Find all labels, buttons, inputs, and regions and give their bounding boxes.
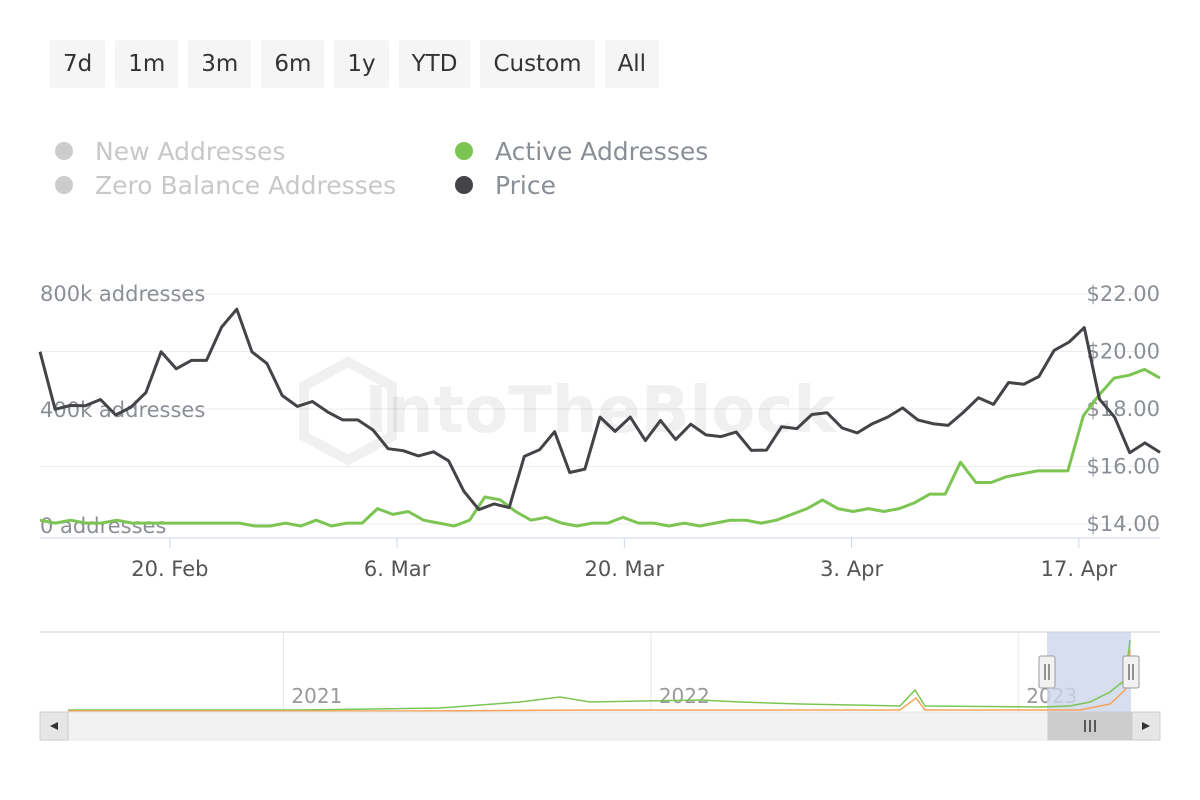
legend-item-zero-balance-addresses[interactable]: Zero Balance Addresses [55, 168, 396, 202]
range-button-ytd[interactable]: YTD [398, 40, 471, 88]
y-right-tick-label: $16.00 [1087, 455, 1160, 479]
navigator-year-label: 2021 [291, 684, 342, 708]
legend-item-new-addresses[interactable]: New Addresses [55, 134, 396, 168]
scrollbar-left-button[interactable] [39, 711, 69, 741]
range-button-custom[interactable]: Custom [480, 40, 595, 88]
range-button-6m[interactable]: 6m [261, 40, 325, 88]
legend-dot [455, 176, 473, 194]
navigator-line-active [68, 639, 1131, 711]
y-right-tick-label: $18.00 [1087, 397, 1160, 421]
legend-col-2: Active Addresses Price [455, 134, 708, 202]
legend-item-price[interactable]: Price [455, 168, 708, 202]
x-tick-label: 3. Apr [820, 557, 883, 581]
y-left-tick-label: 800k addresses [40, 282, 205, 306]
navigator-handle-right[interactable] [1122, 655, 1140, 689]
scrollbar-thumb[interactable] [1047, 711, 1133, 741]
legend-dot [55, 176, 73, 194]
navigator-selection[interactable] [1047, 632, 1131, 712]
watermark: IntoTheBlock [364, 374, 837, 448]
legend-item-active-addresses[interactable]: Active Addresses [455, 134, 708, 168]
y-right-tick-label: $20.00 [1087, 340, 1160, 364]
navigator-year-label: 2022 [659, 684, 710, 708]
arrow-left-icon [50, 722, 58, 730]
legend-label: Price [495, 170, 556, 200]
x-tick-label: 20. Mar [584, 557, 664, 581]
series-line-active-addresses [39, 367, 1161, 528]
x-tick-label: 6. Mar [364, 557, 431, 581]
legend-dot [455, 142, 473, 160]
legend-col-1: New Addresses Zero Balance Addresses [55, 134, 396, 202]
range-button-all[interactable]: All [604, 40, 660, 88]
y-right-tick-label: $22.00 [1087, 282, 1160, 306]
y-left-tick-label: 0 addresses [40, 514, 166, 538]
range-button-7d[interactable]: 7d [50, 40, 106, 88]
range-button-3m[interactable]: 3m [188, 40, 252, 88]
range-selector: 7d 1m 3m 6m 1y YTD Custom All [50, 40, 660, 88]
legend-label: Zero Balance Addresses [95, 170, 397, 200]
legend-label: Active Addresses [495, 136, 709, 166]
series-line-price [38, 307, 1161, 512]
x-tick-label: 20. Feb [131, 557, 208, 581]
navigator-line-other [68, 649, 1131, 712]
legend-label: New Addresses [95, 136, 286, 166]
range-button-1y[interactable]: 1y [334, 40, 389, 88]
legend-dot [55, 142, 73, 160]
y-right-tick-label: $14.00 [1087, 512, 1160, 536]
watermark-logo [299, 356, 397, 466]
navigator-handle-left[interactable] [1038, 655, 1056, 689]
x-tick-label: 17. Apr [1041, 557, 1118, 581]
range-button-1m[interactable]: 1m [115, 40, 179, 88]
scrollbar-track[interactable] [39, 711, 1161, 741]
arrow-right-icon [1142, 722, 1150, 730]
